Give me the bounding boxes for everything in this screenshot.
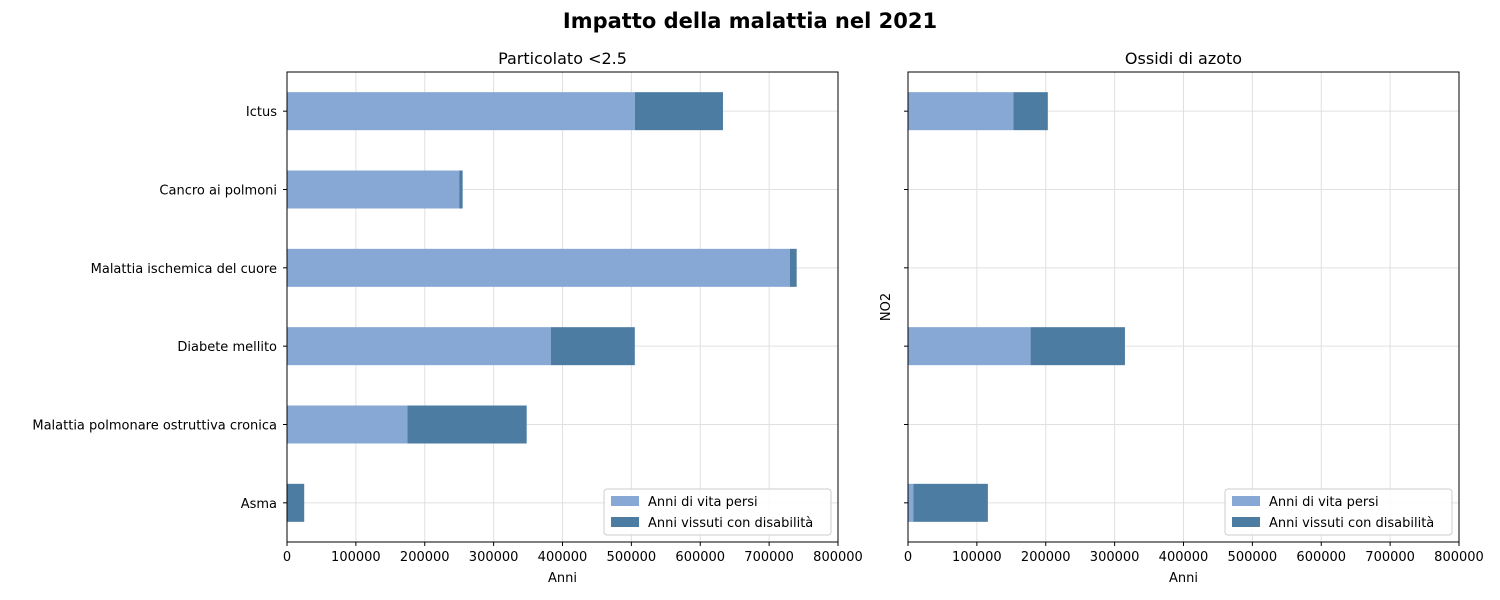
x-tick-label: 300000: [1090, 550, 1140, 565]
bar-yll: [908, 483, 914, 522]
x-tick-label: 0: [904, 550, 912, 565]
x-axis-label: Anni: [548, 571, 577, 586]
panels: 0 100000 200000 300000 400000 500000 600000 700…: [32, 49, 1483, 586]
y-tick-label: Malattia polmonare ostruttiva cronica: [32, 419, 277, 434]
bar-yll: [287, 248, 790, 287]
x-tick-label: 100000: [952, 550, 1002, 565]
legend-label: Anni vissuti con disabilità: [648, 516, 813, 531]
axes-frame: [286, 71, 839, 543]
x-tick-label: 400000: [538, 550, 588, 565]
bar-yld: [789, 248, 797, 287]
bar-yll: [908, 92, 1014, 131]
x-tick-label: 0: [283, 550, 291, 565]
legend-swatch: [611, 517, 639, 527]
figure-title: Impatto della malattia nel 2021: [563, 9, 937, 33]
legend-swatch: [1232, 517, 1260, 527]
bar-yld: [1030, 327, 1125, 366]
legend: Anni di vita persi Anni vissuti con disab…: [603, 488, 832, 536]
y-axis-label: NO2: [879, 293, 894, 321]
x-tick-label: 100000: [331, 550, 381, 565]
bar-yll: [908, 327, 1031, 366]
bar-yld: [1013, 92, 1048, 131]
x-tick-label: 700000: [1365, 550, 1415, 565]
x-tick-label: 200000: [400, 550, 450, 565]
bar-yld: [287, 483, 305, 522]
chart-panel-1: 0 100000 200000 300000 400000 500000 600000 700…: [32, 49, 862, 586]
x-tick-label: 200000: [1021, 550, 1071, 565]
bar-yll: [287, 405, 408, 444]
bar-yld: [634, 92, 723, 131]
x-tick-label: 400000: [1159, 550, 1209, 565]
y-tick-label: Diabete mellito: [177, 340, 277, 355]
x-tick-label: 800000: [813, 550, 863, 565]
bar-yld: [407, 405, 527, 444]
y-tick-label: Malattia ischemica del cuore: [91, 262, 277, 277]
y-tick-label: Ictus: [246, 105, 277, 120]
legend-swatch: [1232, 496, 1260, 506]
bar-yll: [287, 170, 460, 209]
legend-label: Anni di vita persi: [1269, 495, 1379, 510]
x-tick-label: 500000: [1228, 550, 1278, 565]
chart-panel-2: 0 100000 200000 300000 400000 500000 600000 700…: [879, 49, 1484, 586]
x-tick-label: 600000: [1296, 550, 1346, 565]
y-tick-label: Cancro ai polmoni: [159, 184, 277, 199]
legend-box: [603, 488, 832, 536]
legend: Anni di vita persi Anni vissuti con disab…: [1224, 488, 1453, 536]
legend-box: [1224, 488, 1453, 536]
bar-yld: [550, 327, 635, 366]
y-tick-label: Asma: [241, 497, 277, 512]
panel-title: Particolato <2.5: [498, 49, 627, 68]
x-axis-label: Anni: [1169, 571, 1198, 586]
bar-yll: [287, 92, 635, 131]
x-tick-label: 500000: [607, 550, 657, 565]
x-tick-label: 800000: [1434, 550, 1484, 565]
legend-label: Anni vissuti con disabilità: [1269, 516, 1434, 531]
x-tick-label: 600000: [675, 550, 725, 565]
bar-yld: [913, 483, 988, 522]
axes-frame: [907, 71, 1460, 543]
legend-swatch: [611, 496, 639, 506]
legend-label: Anni di vita persi: [648, 495, 758, 510]
x-tick-label: 300000: [469, 550, 519, 565]
x-tick-label: 700000: [744, 550, 794, 565]
panel-title: Ossidi di azoto: [1125, 49, 1242, 68]
bar-yll: [287, 327, 551, 366]
bar-yld: [459, 170, 463, 209]
